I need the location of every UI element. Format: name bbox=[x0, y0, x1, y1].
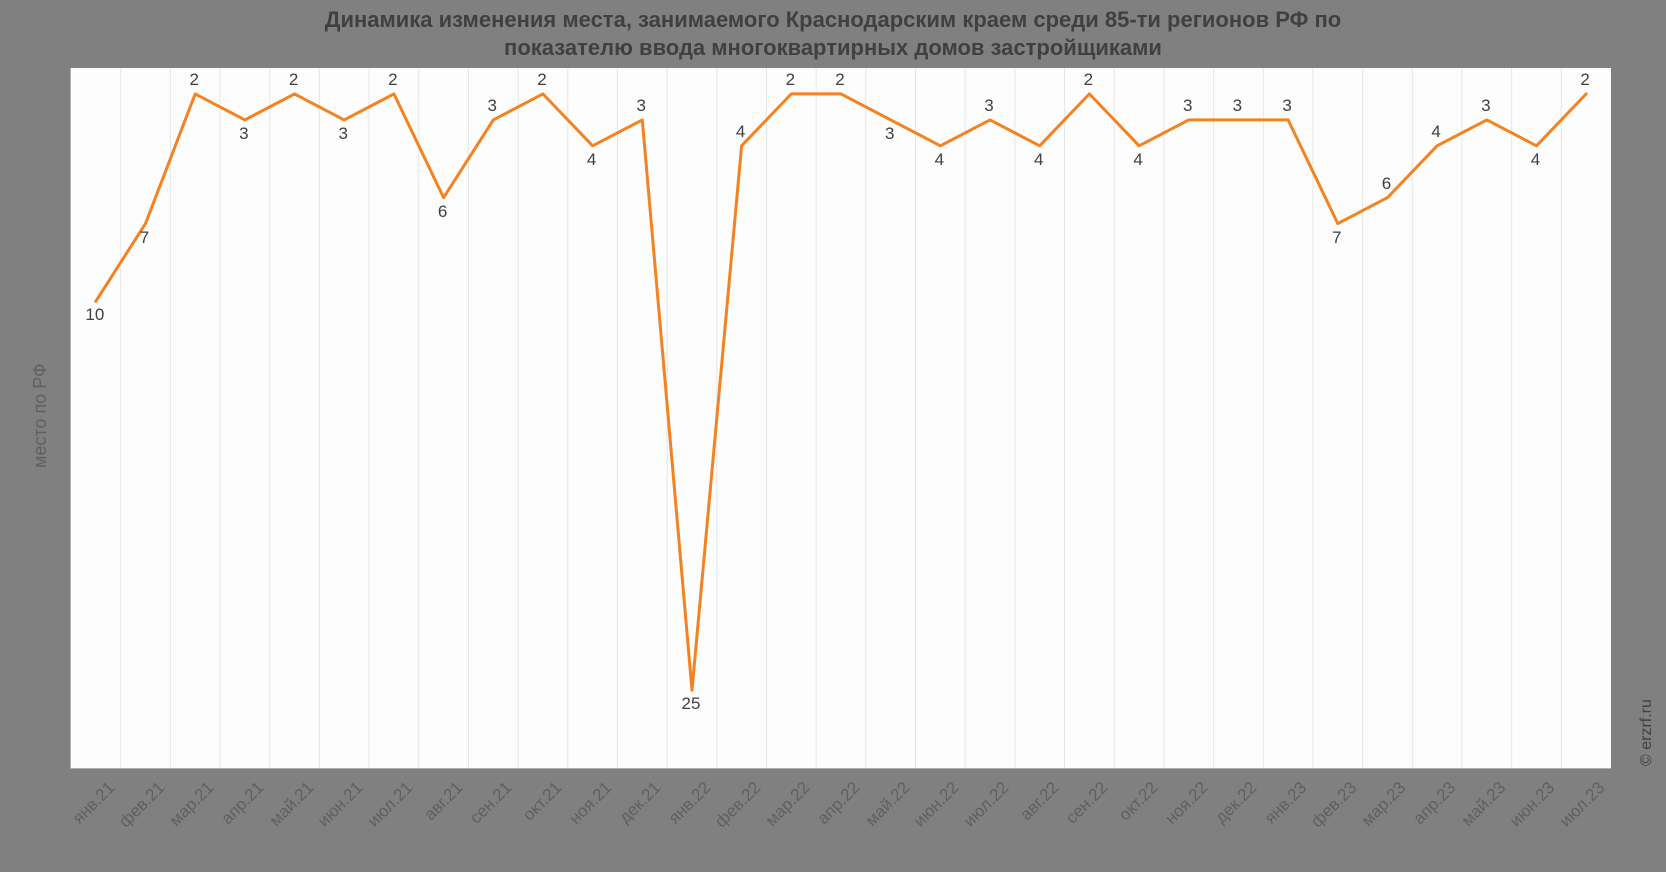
title-line1: Динамика изменения места, занимаемого Кр… bbox=[325, 7, 1341, 32]
data-label: 3 bbox=[885, 124, 894, 144]
data-label: 3 bbox=[984, 96, 993, 116]
data-label: 2 bbox=[537, 70, 546, 90]
line-chart-svg bbox=[71, 68, 1611, 768]
data-label: 4 bbox=[1133, 150, 1142, 170]
title-line2: показателю ввода многоквартирных домов з… bbox=[504, 35, 1162, 60]
plot-area bbox=[70, 68, 1611, 769]
data-label: 7 bbox=[140, 228, 149, 248]
data-label: 3 bbox=[1183, 96, 1192, 116]
data-label: 2 bbox=[835, 70, 844, 90]
data-label: 3 bbox=[338, 124, 347, 144]
data-label: 6 bbox=[1382, 174, 1391, 194]
data-label: 3 bbox=[1233, 96, 1242, 116]
chart-credit: © erzrf.ru bbox=[1638, 699, 1656, 766]
y-axis-label: место по РФ bbox=[30, 363, 51, 468]
data-label: 7 bbox=[1332, 228, 1341, 248]
data-label: 2 bbox=[289, 70, 298, 90]
data-label: 4 bbox=[1531, 150, 1540, 170]
data-label: 4 bbox=[736, 122, 745, 142]
data-label: 4 bbox=[1034, 150, 1043, 170]
data-label: 4 bbox=[935, 150, 944, 170]
data-label: 3 bbox=[239, 124, 248, 144]
data-label: 2 bbox=[786, 70, 795, 90]
data-label: 3 bbox=[637, 96, 646, 116]
data-label: 2 bbox=[388, 70, 397, 90]
data-label: 2 bbox=[189, 70, 198, 90]
data-label: 3 bbox=[1481, 96, 1490, 116]
data-label: 25 bbox=[681, 694, 700, 714]
data-label: 3 bbox=[1282, 96, 1291, 116]
data-label: 6 bbox=[438, 202, 447, 222]
data-label: 3 bbox=[488, 96, 497, 116]
data-label: 2 bbox=[1084, 70, 1093, 90]
chart-title: Динамика изменения места, занимаемого Кр… bbox=[0, 6, 1666, 61]
data-label: 10 bbox=[85, 305, 104, 325]
data-label: 4 bbox=[1431, 122, 1440, 142]
data-label: 4 bbox=[587, 150, 596, 170]
data-label: 2 bbox=[1580, 70, 1589, 90]
